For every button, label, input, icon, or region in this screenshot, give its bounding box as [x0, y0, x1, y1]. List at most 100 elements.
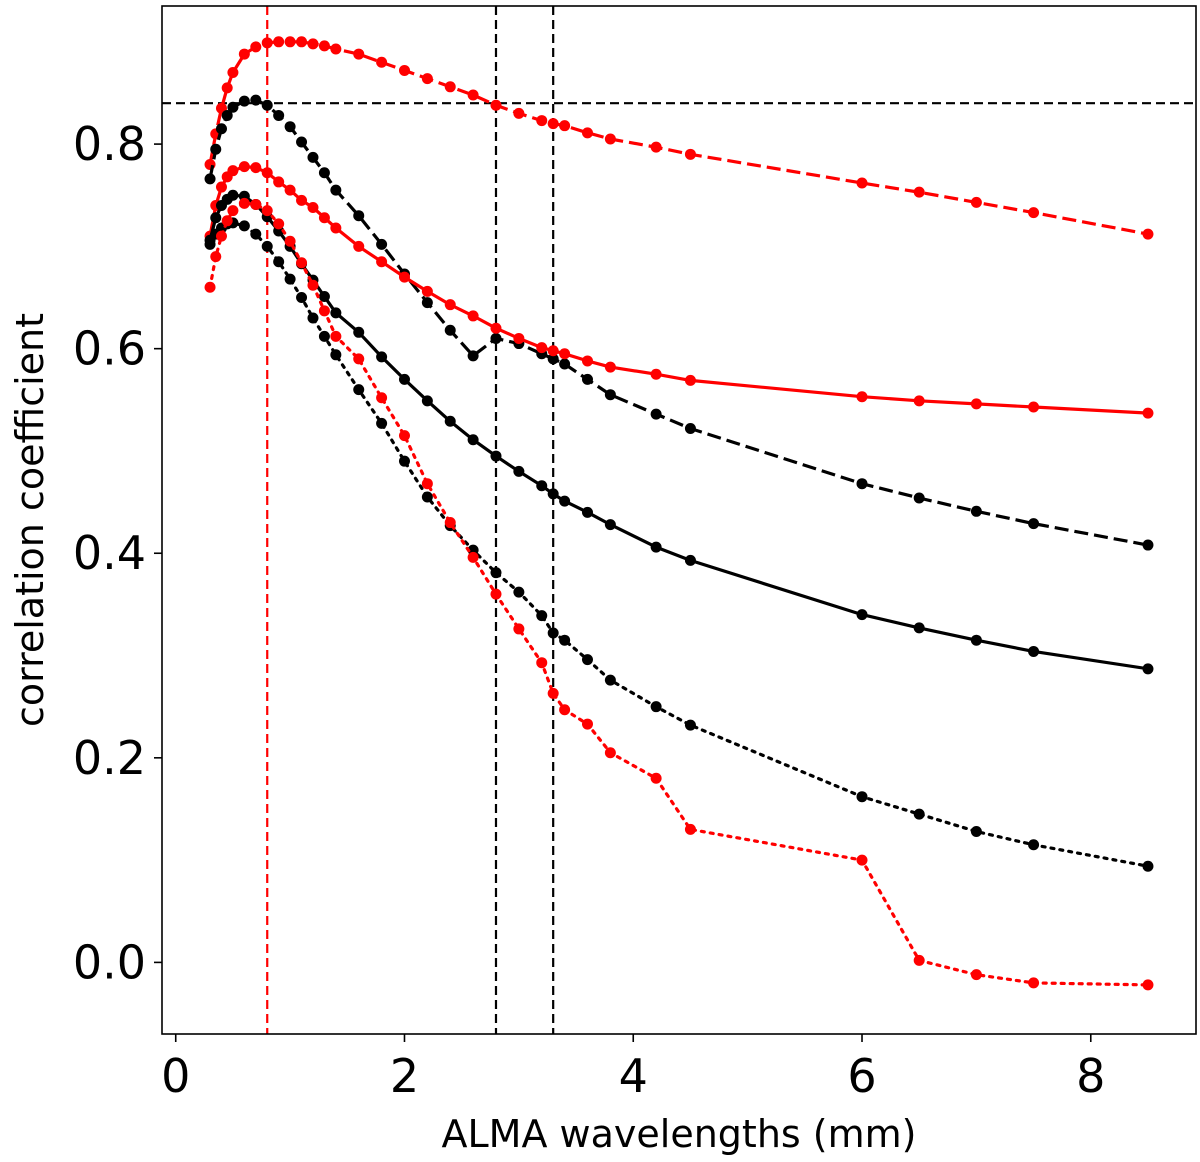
series-1-point-1	[204, 159, 216, 171]
series-3-point-19	[444, 299, 456, 311]
series-1-point-33	[1028, 207, 1040, 219]
series-1-point-24	[547, 118, 559, 130]
series-5-point-14	[330, 349, 342, 361]
series-5-point-34	[1142, 860, 1154, 872]
series-2-point-25	[559, 358, 571, 370]
series-5-point-18	[421, 491, 433, 503]
series-2-point-3	[215, 123, 227, 135]
series-4-point-5	[227, 189, 239, 201]
series-6-point-33	[1028, 977, 1040, 989]
series-6-point-22	[513, 623, 525, 635]
series-4-line	[208, 193, 1149, 671]
series-4-point-15	[353, 326, 365, 338]
series-1-point-15	[353, 48, 365, 60]
series-6-point-4	[221, 215, 233, 227]
series-3-point-15	[353, 240, 365, 252]
series-6-point-14	[330, 330, 342, 342]
series-3-point-10	[284, 184, 296, 196]
series-5-point-30	[856, 791, 868, 803]
series-3-point-28	[650, 368, 662, 380]
series-4-point-22	[513, 465, 525, 477]
series-4-point-29	[684, 554, 696, 566]
series-3-point-9	[273, 176, 285, 188]
series-6-point-18	[421, 478, 433, 490]
series-5-point-1	[204, 238, 216, 250]
series-1-point-4	[221, 82, 233, 94]
series-2-point-21	[490, 332, 502, 344]
series-3-point-30	[856, 391, 868, 403]
series-1-point-20	[467, 89, 479, 101]
series-4-point-23	[536, 480, 548, 492]
series-5-point-21	[490, 567, 502, 579]
series-5-point-12	[307, 312, 319, 324]
series-3-point-33	[1028, 401, 1040, 413]
x-tick-label-2: 2	[390, 1049, 419, 1103]
series-1-point-7	[250, 41, 262, 53]
series-4-point-34	[1142, 663, 1154, 675]
series-3-point-27	[604, 361, 616, 373]
series-4-point-24	[547, 488, 559, 500]
x-axis-label: ALMA wavelengths (mm)	[442, 1112, 917, 1156]
series-2-point-31	[913, 492, 925, 504]
series-6-point-7	[250, 198, 262, 210]
series-6-point-8	[261, 205, 273, 217]
series-4-point-16	[376, 351, 388, 363]
y-tick-label-4: 0.6	[73, 322, 146, 376]
x-tick-label-1: 0	[161, 1049, 190, 1103]
y-tick-label-2: 0.2	[73, 731, 146, 785]
series-3-line	[208, 165, 1149, 415]
series-3-point-21	[490, 322, 502, 334]
series-6-point-3	[215, 230, 227, 242]
series-4-point-25	[559, 495, 571, 507]
series-4-point-14	[330, 307, 342, 319]
y-tick-label-3: 0.4	[73, 526, 146, 580]
series-5-point-23	[536, 610, 548, 622]
series-2-point-14	[330, 184, 342, 196]
series-1-point-18	[421, 73, 433, 85]
series-6-point-12	[307, 279, 319, 291]
series-5-point-26	[581, 654, 593, 666]
series-3-point-12	[307, 202, 319, 214]
series-3-point-29	[684, 374, 696, 386]
series-5-line	[208, 221, 1150, 868]
series-6-point-11	[296, 257, 308, 269]
series-2-point-5	[227, 101, 239, 113]
series-6-point-1	[204, 281, 216, 293]
series-3-point-24	[547, 345, 559, 357]
series-1-point-30	[856, 177, 868, 189]
series-2-point-26	[581, 373, 593, 385]
series-2-point-34	[1142, 539, 1154, 551]
series-2-point-33	[1028, 518, 1040, 530]
series-5-point-33	[1028, 839, 1040, 851]
series-1-point-26	[581, 127, 593, 139]
series-4-point-18	[421, 395, 433, 407]
series-1-point-23	[536, 115, 548, 127]
series-1-point-31	[913, 186, 925, 198]
series-2-point-24	[547, 353, 559, 365]
series-5-point-6	[238, 220, 250, 232]
series-6-point-2	[210, 251, 222, 263]
series-5-point-28	[650, 701, 662, 713]
series-4-point-26	[581, 506, 593, 518]
y-tick-label-1: 0.0	[73, 935, 146, 989]
series-3-point-6	[238, 161, 250, 173]
series-4-point-21	[490, 450, 502, 462]
series-1	[204, 36, 1154, 240]
series-5-point-32	[970, 825, 982, 837]
series-3-point-5	[227, 165, 239, 177]
series-3-point-3	[215, 181, 227, 193]
series-2-point-30	[856, 478, 868, 490]
x-tick-label-3: 4	[619, 1049, 648, 1103]
series-3-point-14	[330, 222, 342, 234]
series-3-point-31	[913, 395, 925, 407]
plot-frame	[161, 5, 1197, 1035]
series-1-point-22	[513, 107, 525, 119]
series-2-point-4	[221, 109, 233, 121]
series-2-point-28	[650, 408, 662, 420]
series-4-point-20	[467, 434, 479, 446]
series-4-point-31	[913, 622, 925, 634]
plot-content	[162, 6, 1196, 1034]
series-1-point-6	[238, 48, 250, 60]
series-3-point-11	[296, 194, 308, 206]
